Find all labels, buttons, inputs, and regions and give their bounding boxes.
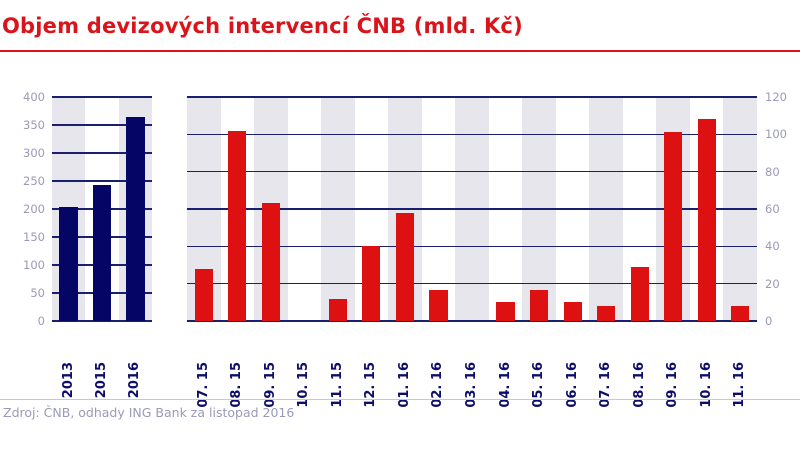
gridline — [52, 124, 152, 126]
x-tick-label: 11. 16 — [732, 362, 748, 408]
bar-0716 — [597, 306, 616, 321]
x-tick-label: 02. 16 — [430, 362, 446, 408]
bar-0715 — [194, 268, 213, 321]
bar-1116 — [731, 306, 750, 321]
bar-0916 — [664, 132, 683, 321]
footer-divider — [0, 399, 800, 400]
x-tick-label: 01. 16 — [396, 362, 412, 408]
y-tick-label: 80 — [765, 164, 780, 179]
x-tick-label: 09. 16 — [665, 362, 681, 408]
chart-title: Objem devizových intervencí ČNB (mld. Kč… — [2, 14, 523, 38]
gridline — [187, 282, 757, 285]
y-tick-label: 250 — [23, 174, 45, 188]
x-tick-label: 2015 — [94, 362, 109, 399]
y-tick-label: 100 — [765, 127, 787, 142]
y-tick-label: 40 — [765, 239, 780, 254]
gridline — [52, 152, 152, 154]
bar-0416 — [496, 302, 515, 321]
source-note: Zdroj: ČNB, odhady ING Bank za listopad … — [3, 405, 295, 420]
bar-2013 — [59, 207, 78, 321]
gridline — [187, 320, 757, 322]
bar-0216 — [429, 290, 448, 321]
x-tick-label: 07. 16 — [598, 362, 614, 408]
gridline — [52, 320, 152, 322]
gridline — [187, 133, 757, 136]
x-tick-label: 11. 15 — [329, 362, 345, 408]
title-divider — [0, 50, 800, 52]
y-tick-label: 120 — [765, 90, 787, 104]
bar-0116 — [395, 212, 414, 321]
y-tick-label: 60 — [765, 202, 780, 216]
x-tick-label: 04. 16 — [497, 362, 513, 408]
y-tick-label: 300 — [23, 146, 45, 160]
y-tick-label: 150 — [23, 230, 45, 244]
gridline — [52, 96, 152, 98]
y-tick-label: 50 — [30, 286, 45, 300]
y-tick-label: 350 — [23, 118, 45, 132]
y-tick-label: 100 — [23, 258, 45, 272]
x-tick-label: 07. 15 — [195, 362, 211, 408]
x-tick-label: 09. 15 — [262, 362, 278, 408]
x-tick-label: 10. 16 — [698, 362, 714, 408]
x-tick-label: 2013 — [60, 362, 76, 399]
annual-chart-plot — [52, 96, 152, 322]
y-tick-label: 0 — [37, 314, 45, 328]
bar-0815 — [228, 130, 247, 321]
gridline — [187, 208, 757, 210]
x-tick-label: 08. 15 — [229, 362, 245, 408]
bar-0516 — [530, 290, 549, 321]
monthly-chart-plot — [187, 96, 757, 322]
bar-0816 — [630, 266, 649, 321]
gridline — [187, 170, 757, 173]
y-tick-label: 0 — [765, 314, 773, 328]
bar-1115 — [328, 298, 347, 321]
x-tick-label: 10. 15 — [296, 362, 312, 408]
gridline — [187, 245, 757, 248]
x-tick-label: 05. 16 — [531, 362, 547, 408]
bar-0915 — [261, 203, 280, 321]
x-tick-label: 03. 16 — [464, 362, 479, 408]
x-tick-label: 12. 15 — [363, 362, 379, 408]
y-tick-label: 20 — [765, 276, 780, 291]
bar-0616 — [563, 302, 582, 321]
gridline — [187, 96, 757, 98]
gridline — [52, 180, 152, 182]
bar-2015 — [92, 184, 112, 321]
y-tick-label: 200 — [23, 202, 45, 216]
x-tick-label: 2016 — [127, 362, 143, 399]
bar-1016 — [697, 119, 716, 321]
y-tick-label: 400 — [23, 90, 45, 104]
bar-1215 — [362, 246, 381, 321]
x-tick-label: 08. 16 — [631, 362, 647, 408]
x-tick-label: 06. 16 — [564, 362, 580, 408]
bar-2016 — [126, 116, 145, 321]
